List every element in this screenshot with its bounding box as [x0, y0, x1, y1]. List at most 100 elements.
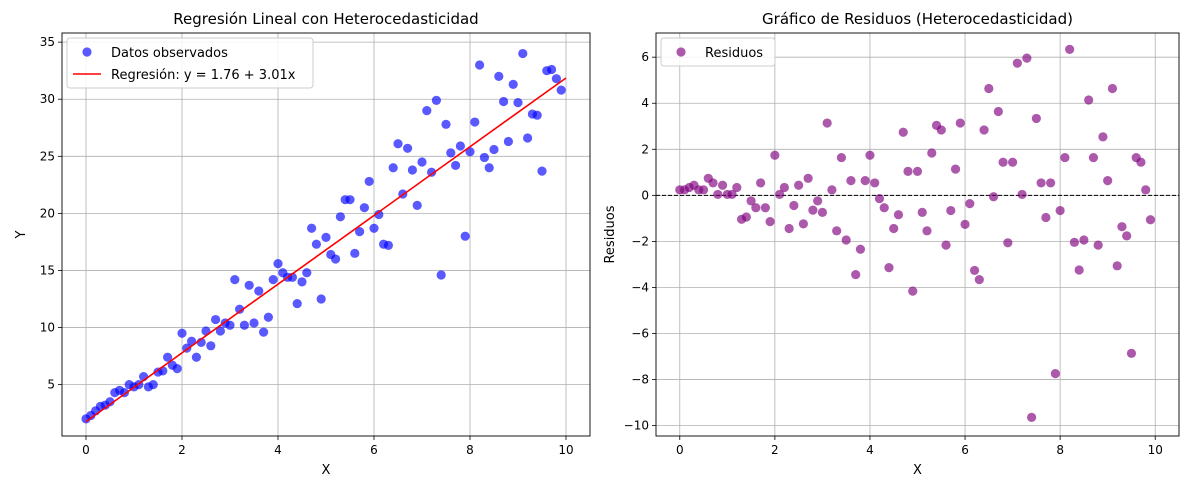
- data-point: [803, 173, 813, 183]
- x-tick-label: 4: [866, 443, 874, 457]
- data-point: [513, 98, 523, 108]
- data-point: [969, 265, 980, 276]
- data-point: [756, 178, 766, 188]
- data-point: [1079, 235, 1089, 245]
- data-point: [893, 210, 904, 220]
- data-point: [436, 270, 446, 280]
- data-point: [865, 150, 875, 160]
- data-point: [870, 178, 880, 188]
- chart-title: Regresión Lineal con Heterocedasticidad: [173, 10, 478, 28]
- data-point: [451, 160, 461, 171]
- y-tick-label: 25: [40, 149, 55, 163]
- data-point: [822, 118, 832, 128]
- data-point: [388, 163, 398, 173]
- data-point: [898, 127, 908, 137]
- data-point: [1074, 265, 1084, 275]
- data-point: [1041, 212, 1051, 223]
- data-point: [917, 207, 927, 217]
- data-point: [827, 185, 837, 195]
- x-axis-label: X: [322, 463, 331, 478]
- data-point: [523, 133, 533, 143]
- x-tick-label: 6: [961, 443, 969, 457]
- data-point: [960, 219, 970, 229]
- data-point: [765, 217, 775, 227]
- data-point: [946, 205, 956, 216]
- data-point: [412, 200, 422, 210]
- data-point: [770, 150, 780, 160]
- data-point: [239, 320, 249, 330]
- y-tick-label: 30: [40, 92, 55, 106]
- x-tick-label: 10: [1148, 443, 1163, 457]
- data-point: [836, 152, 847, 163]
- data-point: [355, 227, 365, 237]
- data-point: [1031, 113, 1041, 124]
- data-point: [1050, 368, 1060, 379]
- y-axis-label: Residuos: [603, 205, 618, 263]
- y-tick-label: 35: [40, 35, 55, 49]
- data-point: [974, 275, 984, 285]
- x-tick-label: 2: [771, 443, 779, 457]
- data-point: [518, 48, 528, 59]
- chart-residuals: Gráfico de Residuos (Heterocedasticidad)…: [603, 10, 1180, 478]
- data-point: [206, 341, 216, 351]
- chart-title: Gráfico de Residuos (Heterocedasticidad): [762, 10, 1073, 28]
- data-point: [993, 106, 1003, 117]
- data-point: [470, 117, 480, 127]
- data-point: [215, 326, 225, 336]
- data-point: [789, 200, 799, 211]
- y-tick-label: −4: [631, 280, 649, 294]
- data-point: [879, 203, 889, 213]
- data-point: [713, 189, 723, 200]
- data-point: [936, 125, 946, 135]
- y-tick-label: −8: [631, 373, 649, 387]
- data-point: [292, 298, 302, 309]
- data-point: [1093, 240, 1103, 250]
- data-point: [268, 274, 278, 285]
- data-point: [798, 219, 808, 229]
- data-point: [1098, 132, 1108, 142]
- data-point: [427, 167, 437, 177]
- data-point: [225, 320, 235, 330]
- x-axis-label: X: [913, 463, 922, 478]
- data-point: [846, 176, 856, 186]
- data-point: [717, 180, 728, 190]
- data-point: [172, 364, 182, 374]
- data-point: [158, 366, 168, 376]
- axes-frame: [61, 32, 591, 437]
- data-point: [532, 110, 542, 120]
- data-point: [884, 263, 894, 273]
- y-tick-label: −2: [631, 234, 649, 248]
- data-point: [1065, 44, 1075, 54]
- data-point: [403, 143, 413, 153]
- data-point: [1088, 152, 1099, 163]
- data-point: [741, 212, 751, 222]
- regression-line: [85, 77, 567, 423]
- data-point: [407, 165, 417, 175]
- data-point: [941, 240, 951, 250]
- data-point: [537, 166, 547, 176]
- data-point: [551, 74, 562, 84]
- data-point: [1112, 261, 1122, 271]
- chart-regression: Regresión Lineal con Heterocedasticidad 0…: [14, 10, 591, 478]
- data-point: [191, 352, 201, 362]
- data-point: [794, 180, 804, 190]
- data-point: [105, 397, 115, 407]
- data-point: [1107, 83, 1118, 94]
- data-point: [1017, 189, 1027, 200]
- data-point: [984, 83, 994, 94]
- data-point: [698, 185, 709, 195]
- data-point: [874, 193, 885, 204]
- data-point: [912, 166, 923, 177]
- data-point: [494, 71, 504, 81]
- data-point: [417, 157, 427, 167]
- data-point: [998, 157, 1008, 167]
- data-point: [422, 106, 432, 116]
- data-point: [163, 352, 173, 362]
- data-point: [311, 239, 321, 249]
- data-point: [988, 192, 999, 202]
- data-point: [364, 176, 374, 187]
- data-point: [965, 199, 975, 209]
- data-point: [1103, 176, 1113, 186]
- data-point: [316, 294, 326, 304]
- data-point: [832, 226, 842, 236]
